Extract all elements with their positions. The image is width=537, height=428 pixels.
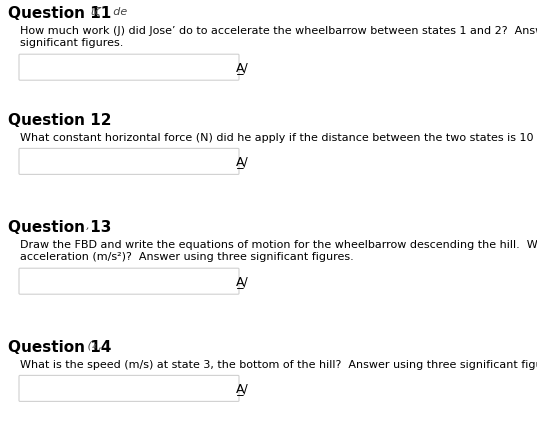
Text: acceleration (m/s²)?  Answer using three significant figures.: acceleration (m/s²)? Answer using three … [20,253,354,262]
Text: How much work (J) did Jose’ do to accelerate the wheelbarrow between states 1 an: How much work (J) did Jose’ do to accele… [20,26,537,36]
FancyBboxPatch shape [19,268,239,294]
Text: ,: , [84,221,90,231]
Text: ιζ     de: ιζ de [91,7,127,17]
Text: What constant horizontal force (N) did he apply if the distance between the two : What constant horizontal force (N) did h… [20,133,537,143]
Text: A̲/: A̲/ [236,155,249,168]
Text: A̲/: A̲/ [236,275,249,288]
Text: Question 13: Question 13 [8,220,111,235]
Text: A̲/: A̲/ [236,61,249,74]
Text: (₄ ,: (₄ , [84,341,103,351]
FancyBboxPatch shape [19,375,239,401]
Text: Question 11: Question 11 [8,6,117,21]
FancyBboxPatch shape [19,54,239,80]
Text: Draw the FBD and write the equations of motion for the wheelbarrow descending th: Draw the FBD and write the equations of … [20,240,537,250]
Text: A̲/: A̲/ [236,382,249,395]
Text: What is the speed (m/s) at state 3, the bottom of the hill?  Answer using three : What is the speed (m/s) at state 3, the … [20,360,537,370]
Text: significant figures.: significant figures. [20,39,124,48]
FancyBboxPatch shape [19,149,239,174]
Text: Question 14: Question 14 [8,340,111,355]
Text: Question 12: Question 12 [8,113,112,128]
